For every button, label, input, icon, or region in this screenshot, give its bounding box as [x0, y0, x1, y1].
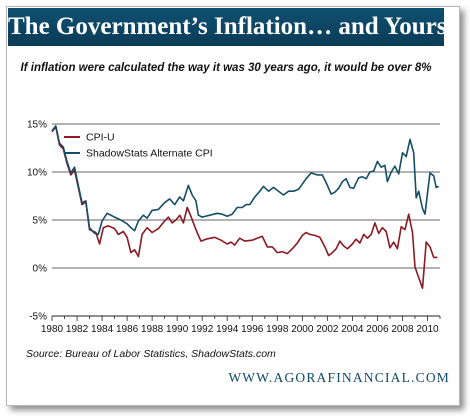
y-tick-label: 10% — [27, 168, 47, 179]
chart-frame — [6, 6, 460, 406]
x-tick-label: 2004 — [341, 324, 364, 335]
y-tick-label: 0% — [33, 264, 48, 275]
series-lines — [51, 125, 439, 289]
y-tick-label: -5% — [29, 312, 47, 323]
x-tick-label: 1992 — [191, 324, 214, 335]
x-tick-label: 1998 — [266, 324, 289, 335]
footer-url: WWW.AGORAFINANCIAL.COM — [228, 370, 450, 385]
page-title: The Government’s Inflation… and Yours — [8, 8, 446, 46]
x-tick-label: 2010 — [416, 324, 439, 335]
x-tick-label: 2002 — [316, 324, 339, 335]
y-tick-label: 15% — [27, 120, 47, 131]
x-tick-label: 1994 — [216, 324, 239, 335]
chart-subtitle: If inflation were calculated the way it … — [20, 62, 432, 74]
source-note: Source: Bureau of Labor Statistics, Shad… — [26, 348, 276, 360]
x-tick-label: 1984 — [91, 324, 114, 335]
x-tick-label: 1988 — [141, 324, 164, 335]
series-line-shadowstats — [51, 125, 439, 236]
x-tick-label: 2008 — [391, 324, 414, 335]
x-tick-label: 1980 — [41, 324, 64, 335]
legend-label: CPI-U — [86, 132, 115, 144]
legend-label: ShadowStats Alternate CPI — [86, 148, 213, 160]
x-tick-label: 1982 — [66, 324, 89, 335]
x-tick-label: 1990 — [166, 324, 189, 335]
x-tick-label: 2006 — [366, 324, 389, 335]
y-tick-label: 5% — [33, 216, 48, 227]
x-tick-label: 2000 — [291, 324, 314, 335]
x-tick-label: 1986 — [116, 324, 139, 335]
x-tick-label: 1996 — [241, 324, 264, 335]
axes: 15%10%5%0%-5%1980 1982 1984 1986 1988 1990 199… — [27, 120, 441, 335]
legend: CPI-U ShadowStats Alternate CPI — [64, 132, 213, 160]
series-line-cpi-u — [51, 126, 438, 289]
